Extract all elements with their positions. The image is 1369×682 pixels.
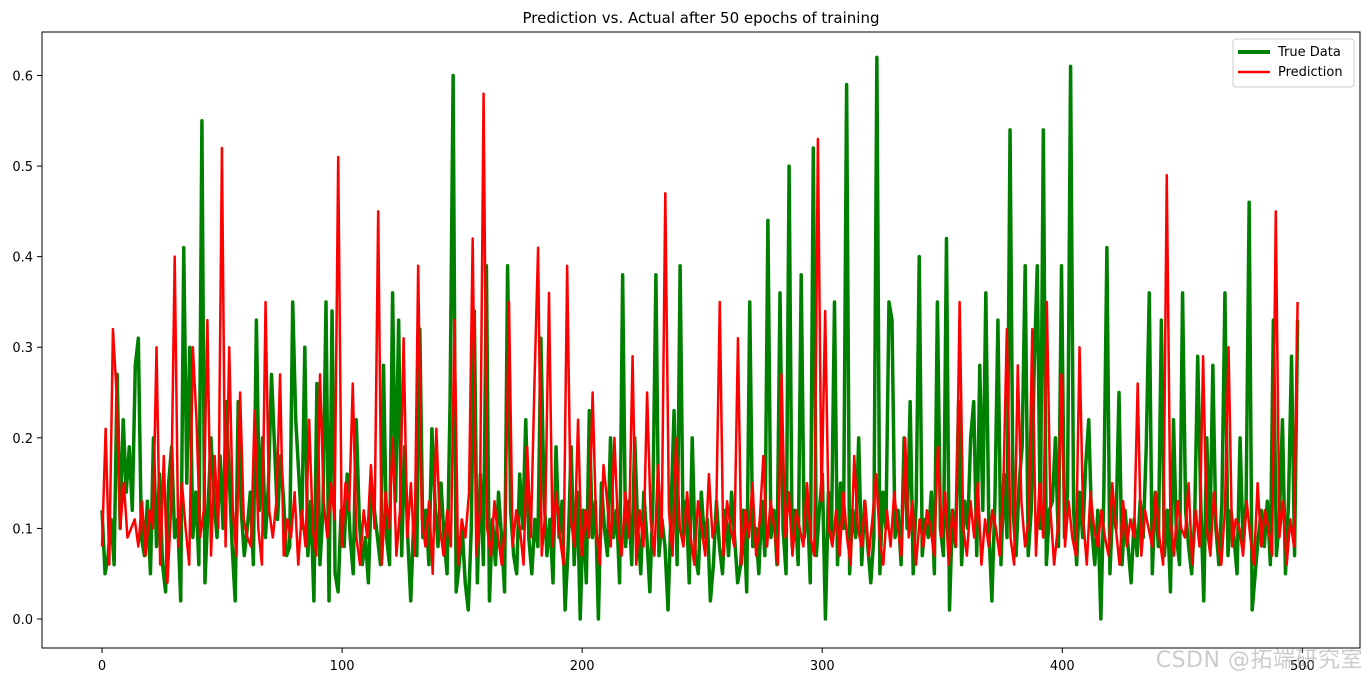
x-tick-label: 300 [810, 659, 835, 674]
y-tick-label: 0.0 [12, 613, 33, 628]
watermark: CSDN @拓端研究室 [1155, 648, 1363, 673]
x-tick-label: 400 [1050, 659, 1075, 674]
legend-pred-label: Prediction [1278, 65, 1343, 80]
y-tick-label: 0.1 [12, 522, 33, 537]
y-tick-label: 0.6 [12, 69, 33, 84]
y-tick-label: 0.3 [12, 341, 33, 356]
series-layer [100, 55, 1300, 621]
x-tick-label: 200 [570, 659, 595, 674]
legend-true-label: True Data [1277, 45, 1341, 60]
x-tick-label: 100 [330, 659, 355, 674]
y-tick-label: 0.5 [12, 160, 33, 175]
plot-frame [41, 31, 1361, 649]
y-tick-label: 0.4 [12, 251, 33, 266]
y-axis-ticks: 0.0 0.1 0.2 0.3 0.4 0.5 0.6 [12, 69, 42, 628]
x-tick-label: 0 [98, 659, 106, 674]
y-tick-label: 0.2 [12, 432, 33, 447]
series-line-true-data [100, 55, 1300, 621]
chart-title: Prediction vs. Actual after 50 epochs of… [523, 9, 880, 27]
legend: True Data Prediction [1232, 38, 1355, 88]
x-tick-label: 500 [1290, 659, 1315, 674]
series-line-prediction [100, 92, 1299, 585]
x-axis-ticks: 0 100 200 300 400 500 [98, 648, 1315, 674]
